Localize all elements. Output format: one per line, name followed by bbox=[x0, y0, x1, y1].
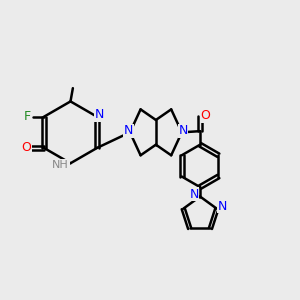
Text: N: N bbox=[178, 124, 188, 137]
Text: O: O bbox=[200, 109, 210, 122]
Text: N: N bbox=[124, 124, 134, 137]
Text: N: N bbox=[190, 188, 199, 201]
Text: NH: NH bbox=[52, 160, 69, 170]
Text: N: N bbox=[95, 108, 104, 121]
Text: O: O bbox=[21, 141, 31, 154]
Text: N: N bbox=[218, 200, 227, 213]
Text: F: F bbox=[24, 110, 31, 123]
